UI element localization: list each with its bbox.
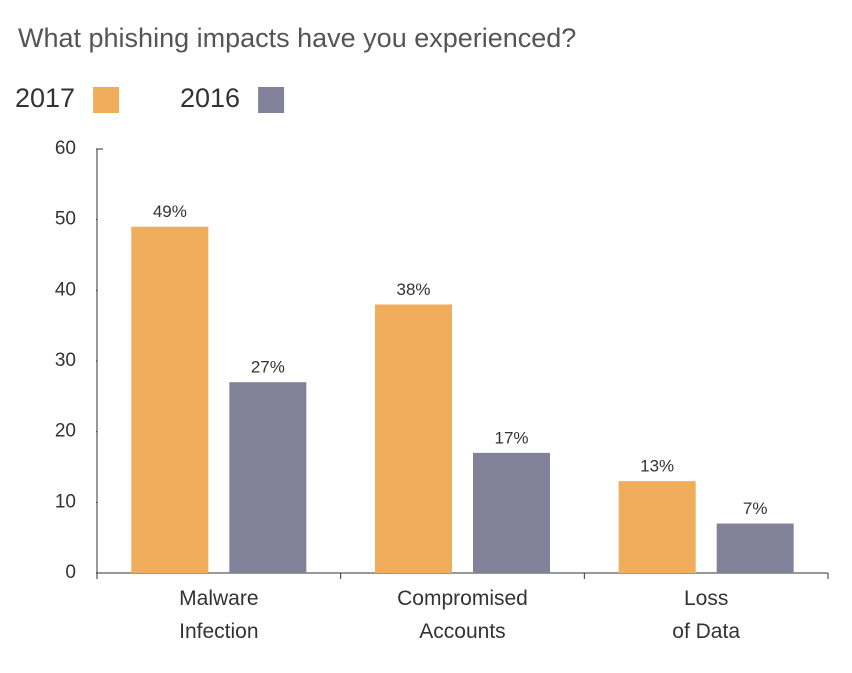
legend-swatch bbox=[258, 87, 285, 113]
x-tick-label: Loss of Data bbox=[672, 587, 741, 643]
bar bbox=[375, 304, 452, 573]
y-tick-label: 60 bbox=[55, 138, 76, 159]
value-label: 38% bbox=[396, 280, 430, 299]
chart-title: What phishing impacts have you experienc… bbox=[18, 23, 576, 53]
value-label: 49% bbox=[153, 202, 187, 221]
bar bbox=[229, 382, 307, 573]
y-tick-label: 30 bbox=[55, 350, 76, 371]
value-label: 7% bbox=[743, 499, 768, 518]
bar bbox=[716, 523, 794, 573]
value-label: 17% bbox=[494, 428, 528, 447]
legend-swatch bbox=[93, 87, 120, 113]
bar bbox=[131, 226, 209, 573]
y-tick-label: 10 bbox=[55, 491, 76, 512]
x-tick-label: Compromised Accounts bbox=[397, 587, 528, 643]
legend-label: 2016 bbox=[180, 83, 240, 113]
y-tick-label: 20 bbox=[55, 421, 76, 442]
y-tick-label: 40 bbox=[55, 279, 76, 300]
x-tick-label: Malware Infection bbox=[179, 587, 259, 643]
bar bbox=[618, 481, 696, 573]
legend-label: 2017 bbox=[15, 83, 75, 113]
value-label: 13% bbox=[640, 457, 674, 476]
y-tick-label: 0 bbox=[65, 562, 76, 583]
bar bbox=[473, 452, 550, 573]
y-tick-label: 50 bbox=[55, 209, 76, 230]
value-label: 27% bbox=[251, 358, 285, 377]
